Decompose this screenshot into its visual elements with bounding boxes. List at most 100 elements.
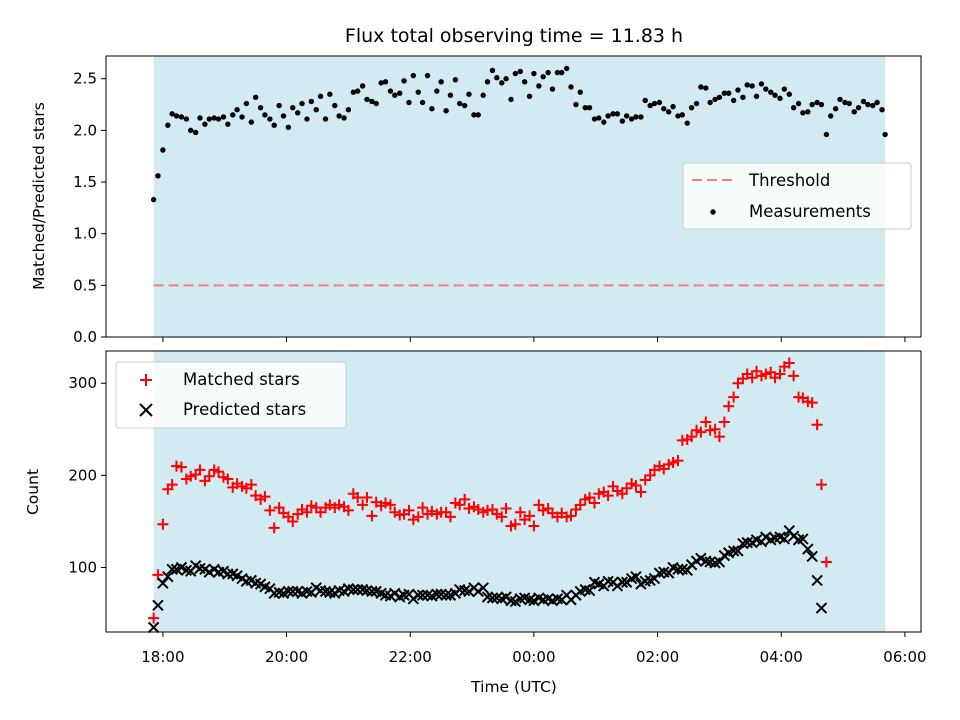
matched-star-point — [723, 400, 735, 412]
predicted-star-point — [737, 537, 749, 550]
measurement-point — [447, 92, 454, 98]
matched-star-point — [820, 556, 832, 568]
measurement-point — [855, 104, 862, 111]
matched-star-point — [811, 419, 823, 431]
matched-star-point — [175, 461, 187, 473]
y-axis-label-count: Count — [24, 469, 42, 515]
matched-star-point — [379, 497, 391, 509]
measurement-point — [494, 74, 500, 81]
matched-star-point — [366, 510, 378, 522]
measurement-point — [262, 112, 268, 118]
measurement-point — [276, 102, 282, 109]
measurement-point — [192, 129, 199, 136]
measurement-point — [614, 111, 621, 117]
measurement-point — [647, 102, 653, 109]
legend-matched-swatch — [140, 374, 152, 386]
predicted-star-point — [319, 585, 332, 598]
matched-star-point — [709, 423, 721, 435]
matched-star-point — [728, 391, 740, 403]
legend-threshold-label: Threshold — [748, 171, 830, 190]
predicted-star-point — [458, 584, 471, 597]
measurement-point — [373, 100, 379, 107]
measurement-point — [397, 90, 403, 96]
measurement-point — [679, 112, 686, 118]
predicted-star-point — [579, 583, 591, 596]
measurement-point — [243, 100, 250, 107]
measurement-point — [378, 80, 384, 86]
predicted-star-point — [486, 592, 499, 604]
matched-star-point — [384, 499, 396, 511]
predicted-star-point — [551, 593, 564, 605]
measurement-point — [471, 112, 477, 118]
measurement-point — [484, 79, 491, 85]
measurement-point — [740, 94, 746, 101]
measurement-point — [693, 100, 700, 107]
measurement-point — [178, 114, 185, 120]
predicted-star-point — [287, 585, 299, 598]
matched-star-point — [644, 469, 656, 481]
matched-star-point — [222, 473, 234, 485]
measurement-point — [777, 95, 783, 102]
matched-star-point — [746, 372, 758, 384]
measurement-point — [749, 83, 755, 89]
measurement-point — [540, 73, 546, 80]
measurement-point — [392, 92, 398, 98]
measurement-point — [870, 102, 876, 109]
matched-star-point — [509, 518, 521, 530]
predicted-star-point — [727, 545, 740, 557]
measurement-point — [786, 91, 792, 97]
matched-star-point — [760, 368, 772, 380]
measurement-point — [322, 116, 329, 122]
measurement-point — [753, 93, 760, 99]
measurement-point — [725, 90, 732, 96]
y-tick-label: 1.5 — [73, 173, 97, 191]
matched-star-point — [463, 503, 475, 515]
matched-star-point — [713, 431, 725, 443]
x-tick-label: 20:00 — [265, 648, 308, 666]
measurement-point — [628, 116, 635, 122]
bottom-axes-frame — [105, 350, 922, 633]
measurement-point — [202, 121, 208, 127]
measurement-point — [475, 112, 481, 118]
matched-star-point — [403, 504, 415, 516]
measurement-point — [169, 111, 175, 117]
legend-predicted-label: Predicted stars — [183, 400, 306, 419]
measurement-point — [457, 100, 463, 107]
matched-star-point — [589, 497, 601, 509]
measurement-point — [438, 79, 444, 85]
measurement-point — [545, 69, 551, 76]
matched-star-point — [774, 368, 786, 380]
measurement-point — [517, 68, 524, 75]
measurement-point — [503, 76, 509, 82]
predicted-star-point — [505, 594, 517, 607]
y-tick-label: 2.5 — [73, 70, 97, 88]
measurement-point — [554, 69, 561, 76]
measurement-point — [633, 114, 639, 120]
predicted-star-point — [477, 582, 489, 594]
measurement-point — [828, 113, 834, 119]
measurement-point — [531, 70, 537, 77]
predicted-star-point — [806, 550, 818, 563]
measurement-point — [781, 86, 788, 92]
measurement-point — [308, 98, 314, 105]
predicted-star-point — [356, 583, 369, 596]
measurement-point — [354, 88, 361, 94]
bottom-x-ticks: 18:00 20:00 22:00 00:00 02:00 04:00 06:00 — [141, 632, 927, 666]
predicted-star-point — [351, 583, 364, 596]
measurement-point — [248, 119, 255, 125]
matched-star-point — [533, 499, 545, 511]
measurement-point — [549, 86, 556, 92]
measurement-point — [809, 101, 815, 108]
legend-predicted-swatch — [139, 403, 153, 417]
matched-star-point — [584, 491, 596, 503]
measurement-point — [707, 99, 713, 106]
measurement-point — [823, 131, 830, 138]
x-tick-label: 02:00 — [636, 648, 679, 666]
measurement-point — [846, 100, 852, 107]
measurement-point — [387, 88, 394, 94]
y-tick-label: 300 — [68, 374, 97, 392]
measurement-point — [688, 104, 695, 111]
matched-star-point — [245, 479, 257, 491]
matched-star-point — [700, 416, 712, 428]
measurement-point — [299, 100, 305, 107]
